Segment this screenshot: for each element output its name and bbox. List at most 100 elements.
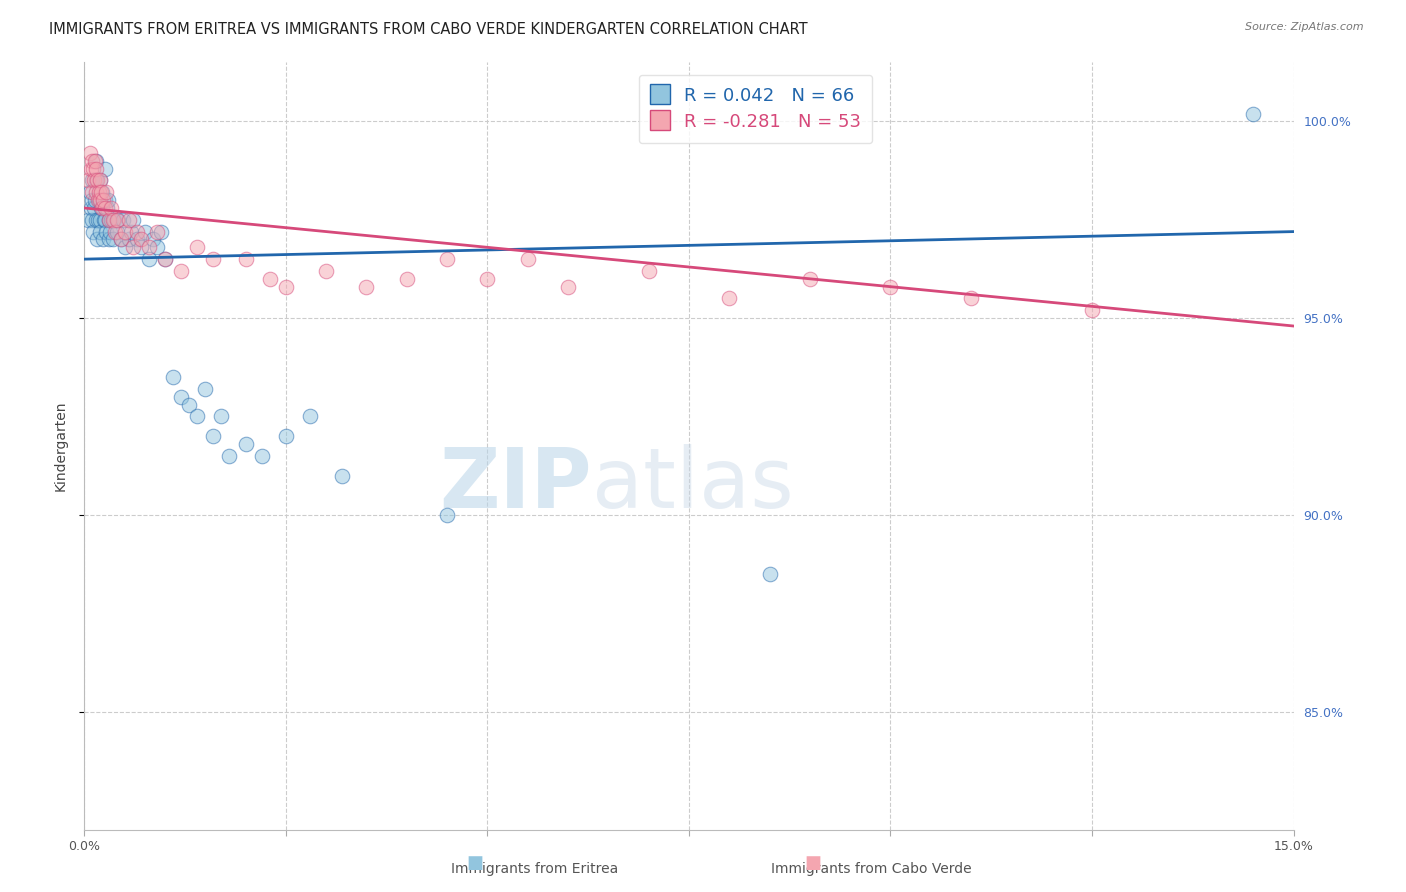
Point: [259, 272, 281, 286]
Point: [194, 382, 217, 396]
Point: [149, 225, 172, 239]
Point: [134, 225, 156, 239]
Point: [879, 279, 901, 293]
Point: [105, 212, 128, 227]
Point: [83, 193, 105, 207]
Point: [80, 161, 103, 176]
Point: [86, 153, 108, 168]
Point: [114, 225, 136, 239]
Point: [89, 212, 111, 227]
Point: [101, 232, 124, 246]
Text: atlas: atlas: [592, 444, 794, 524]
Point: [153, 252, 176, 267]
Point: [87, 193, 110, 207]
Point: [86, 161, 108, 176]
Point: [138, 252, 160, 267]
Point: [758, 566, 780, 581]
Point: [94, 186, 117, 200]
Point: [477, 272, 499, 286]
Point: [315, 264, 337, 278]
Point: [112, 212, 135, 227]
Point: [121, 212, 143, 227]
Point: [91, 232, 114, 246]
Point: [250, 449, 273, 463]
Point: [86, 173, 108, 187]
Point: [97, 193, 120, 207]
Point: [84, 186, 107, 200]
Point: [82, 225, 104, 239]
Point: [93, 193, 115, 207]
Text: Immigrants from Eritrea: Immigrants from Eritrea: [451, 862, 617, 876]
Point: [87, 212, 110, 227]
Point: [86, 232, 108, 246]
Point: [110, 232, 132, 246]
Point: [516, 252, 538, 267]
Point: [104, 225, 127, 239]
Point: [129, 232, 152, 246]
Point: [82, 186, 104, 200]
Point: [153, 252, 176, 267]
Point: [89, 173, 111, 187]
Point: [1081, 303, 1104, 318]
Point: [436, 252, 458, 267]
Point: [235, 437, 257, 451]
Text: IMMIGRANTS FROM ERITREA VS IMMIGRANTS FROM CABO VERDE KINDERGARTEN CORRELATION C: IMMIGRANTS FROM ERITREA VS IMMIGRANTS FR…: [49, 22, 808, 37]
Point: [89, 225, 111, 239]
Point: [101, 212, 124, 227]
Point: [83, 201, 105, 215]
Point: [93, 201, 115, 215]
Point: [94, 212, 117, 227]
Point: [209, 409, 232, 424]
Point: [82, 161, 104, 176]
Point: [91, 201, 114, 215]
Point: [960, 292, 983, 306]
Point: [97, 212, 120, 227]
Text: ■: ■: [804, 855, 821, 872]
Point: [1241, 106, 1264, 120]
Point: [179, 398, 201, 412]
Point: [86, 173, 108, 187]
Point: [98, 225, 121, 239]
Point: [100, 201, 122, 215]
Point: [118, 232, 141, 246]
Point: [79, 186, 101, 200]
Point: [718, 292, 741, 306]
Text: ZIP: ZIP: [440, 444, 592, 524]
Point: [162, 370, 184, 384]
Point: [146, 240, 169, 254]
Point: [330, 468, 353, 483]
Point: [83, 153, 105, 168]
Point: [299, 409, 322, 424]
Point: [170, 390, 193, 404]
Point: [84, 212, 107, 227]
Point: [103, 212, 125, 227]
Point: [87, 193, 110, 207]
Point: [79, 145, 101, 160]
Point: [202, 429, 225, 443]
Point: [125, 225, 148, 239]
Point: [94, 225, 117, 239]
Point: [96, 201, 118, 215]
Point: [557, 279, 579, 293]
Point: [114, 240, 136, 254]
Point: [83, 173, 105, 187]
Point: [87, 186, 110, 200]
Text: Immigrants from Cabo Verde: Immigrants from Cabo Verde: [772, 862, 972, 876]
Point: [274, 279, 297, 293]
Text: ■: ■: [467, 855, 484, 872]
Point: [235, 252, 257, 267]
Y-axis label: Kindergarten: Kindergarten: [53, 401, 67, 491]
Point: [82, 212, 104, 227]
Point: [138, 240, 160, 254]
Point: [436, 508, 458, 522]
Point: [77, 173, 100, 187]
Point: [89, 173, 111, 187]
Point: [186, 240, 208, 254]
Point: [129, 240, 152, 254]
Legend: R = 0.042   N = 66, R = -0.281   N = 53: R = 0.042 N = 66, R = -0.281 N = 53: [638, 75, 872, 143]
Point: [395, 272, 418, 286]
Point: [637, 264, 659, 278]
Point: [799, 272, 821, 286]
Point: [105, 225, 128, 239]
Point: [80, 201, 103, 215]
